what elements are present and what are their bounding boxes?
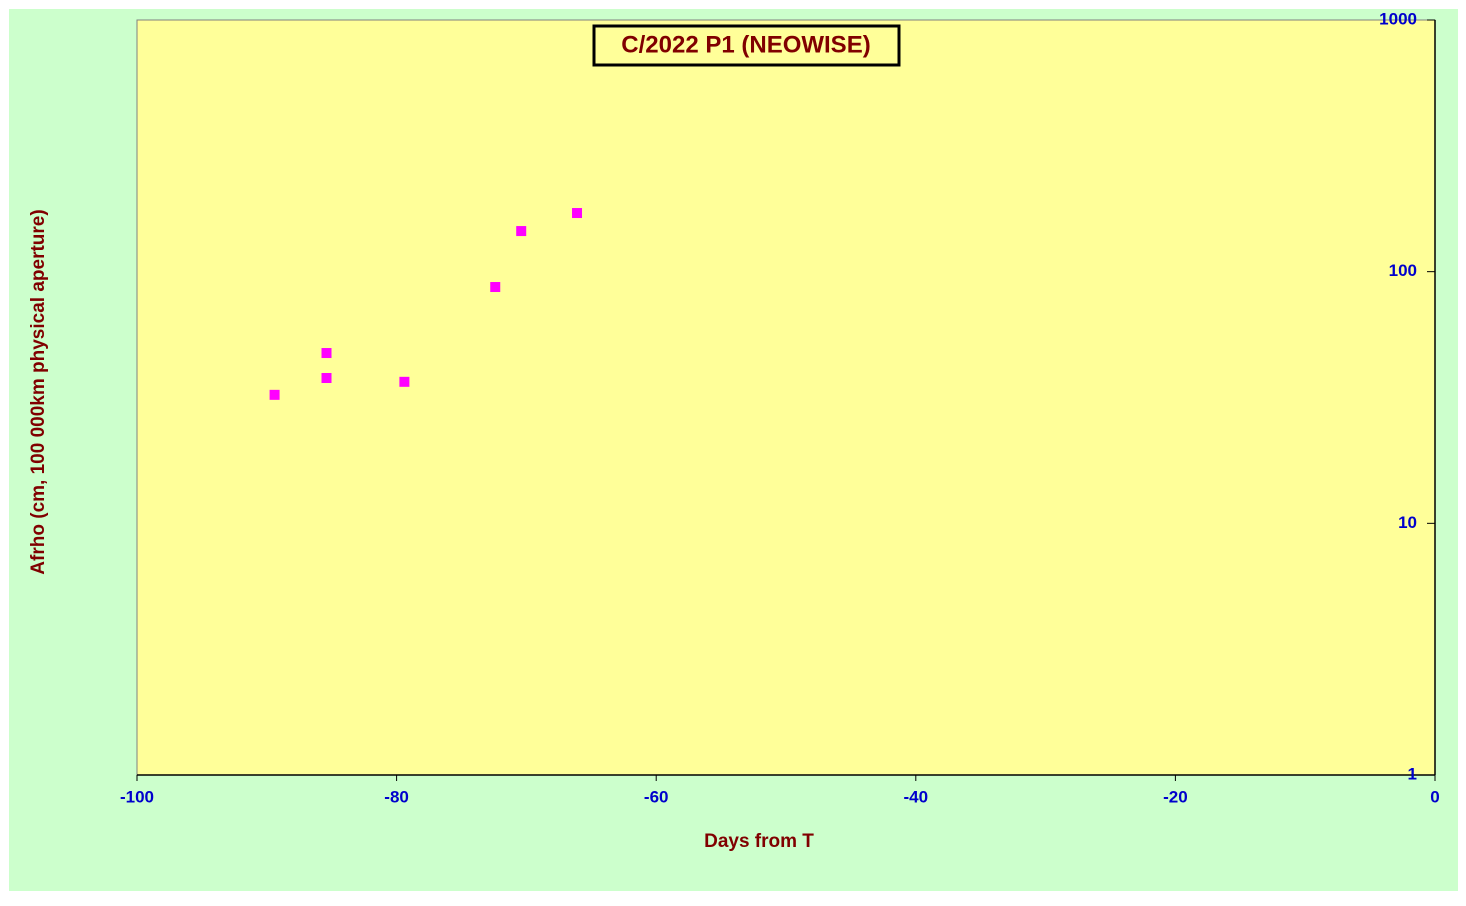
point xyxy=(572,208,583,219)
x-tick-label: -100 xyxy=(120,787,154,806)
point xyxy=(321,348,332,359)
x-tick-label: -20 xyxy=(1163,787,1188,806)
y-tick-label: 100 xyxy=(1389,261,1417,280)
x-tick-label: -80 xyxy=(384,787,409,806)
point xyxy=(399,376,410,387)
x-tick-label: -40 xyxy=(904,787,929,806)
x-tick-label: -60 xyxy=(644,787,669,806)
y-axis-title: Afrho (cm, 100 000km physical aperture) xyxy=(28,209,49,574)
plot-area xyxy=(136,19,1436,776)
y-tick-label: 1000 xyxy=(1379,9,1417,28)
y-tick-label: 10 xyxy=(1398,513,1417,532)
title-box xyxy=(592,24,901,67)
y-tick-label: 1 xyxy=(1408,764,1417,783)
x-tick-label: 0 xyxy=(1430,787,1439,806)
point xyxy=(269,389,280,400)
point xyxy=(321,372,332,383)
point xyxy=(490,282,501,293)
point xyxy=(516,226,527,237)
x-axis-title: Days from T xyxy=(704,831,814,852)
chart-title: C/2022 P1 (NEOWISE) xyxy=(621,31,870,58)
